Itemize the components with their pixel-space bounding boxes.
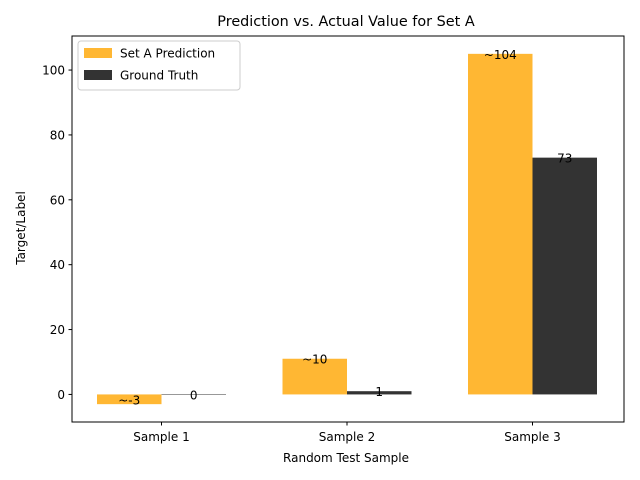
- legend-box: [77, 40, 241, 91]
- y-tick-label: 40: [50, 258, 65, 272]
- data-label-prediction-3: ~104: [484, 48, 517, 62]
- bars-group: [97, 53, 597, 405]
- x-tick-label: Sample 2: [319, 430, 375, 444]
- data-labels-group: ~-3 ~10 ~104 0 1 73: [118, 48, 572, 408]
- x-tick-label: Sample 3: [504, 430, 560, 444]
- x-tick-label: Sample 1: [133, 430, 189, 444]
- bar-ground-truth-2: [347, 391, 412, 395]
- y-axis: 0 20 40 60 80 100: [42, 64, 72, 402]
- legend-swatch: [84, 70, 112, 80]
- x-axis-title: Random Test Sample: [283, 451, 409, 465]
- legend-label: Set A Prediction: [120, 47, 215, 61]
- y-tick-label: 100: [42, 64, 65, 78]
- data-label-ground-truth-3: 73: [557, 152, 572, 166]
- data-label-prediction-1: ~-3: [118, 393, 140, 407]
- legend: Set A Prediction Ground Truth: [77, 40, 241, 91]
- bar-prediction-3: [468, 53, 533, 395]
- x-axis: Sample 1 Sample 2 Sample 3: [133, 422, 561, 444]
- y-tick-label: 80: [50, 128, 65, 142]
- data-label-ground-truth-2: 1: [375, 385, 383, 399]
- y-axis-title: Target/Label: [14, 191, 28, 266]
- data-label-prediction-2: ~10: [302, 353, 327, 367]
- chart-title: Prediction vs. Actual Value for Set A: [217, 14, 475, 30]
- plot-frame: [71, 35, 625, 423]
- y-tick-label: 20: [50, 323, 65, 337]
- bar-prediction-2: [282, 358, 347, 395]
- data-label-ground-truth-1: 0: [190, 388, 198, 402]
- legend-swatch: [84, 48, 112, 58]
- y-tick-label: 0: [57, 388, 65, 402]
- bar-prediction-1: [97, 394, 162, 405]
- y-tick-label: 60: [50, 193, 65, 207]
- bar-ground-truth-1: [161, 394, 226, 395]
- legend-label: Ground Truth: [120, 69, 198, 83]
- bar-ground-truth-3: [532, 157, 597, 395]
